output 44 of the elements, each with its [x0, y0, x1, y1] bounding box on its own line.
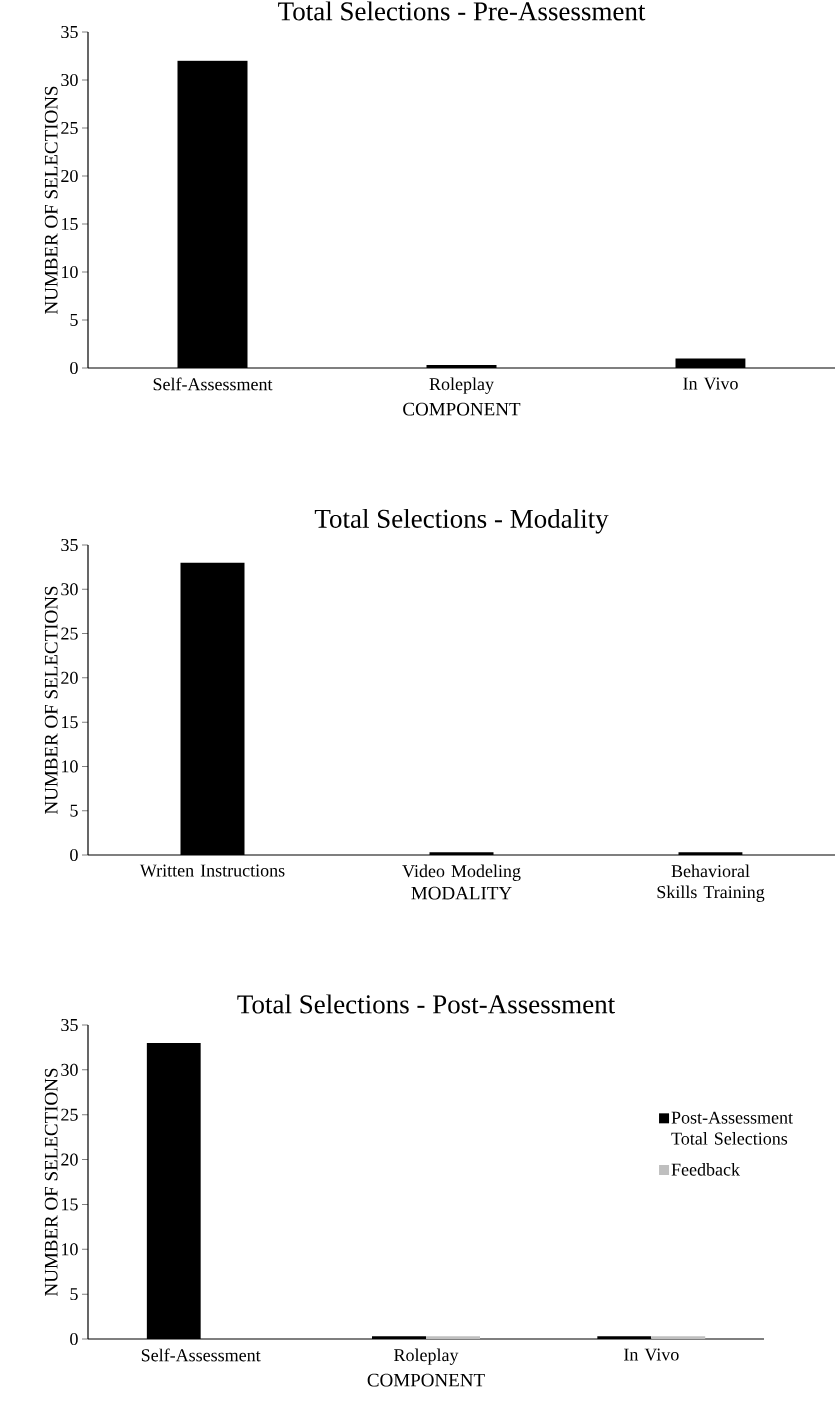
x-tick-label: Self-Assessment: [141, 1348, 261, 1362]
x-tick-label: Roleplay: [429, 377, 494, 394]
y-tick-label: 20: [61, 671, 78, 684]
y-tick-label: 30: [61, 73, 78, 87]
y-axis-title: NUMBER OF SELECTIONS: [44, 1068, 58, 1296]
x-axis-title: COMPONENT: [367, 1373, 485, 1387]
legend-label: Feedback: [671, 1163, 741, 1176]
x-tick-label: In Vivo: [624, 1348, 679, 1361]
y-tick-label: 25: [61, 1108, 78, 1121]
x-tick-label: Behavioral Skills Training: [657, 864, 765, 902]
y-tick-label: 15: [62, 716, 78, 729]
x-tick-label: Video Modeling: [402, 864, 521, 881]
y-tick-label: 10: [62, 760, 78, 773]
chart-title: Total Selections - Post-Assessment: [237, 994, 616, 1014]
chart-title: Total Selections - Pre-Assessment: [278, 1, 646, 21]
y-tick-label: 20: [61, 1153, 78, 1166]
x-tick-label: Written Instructions: [139, 864, 285, 877]
chart-title: Total Selections - Modality: [314, 508, 609, 534]
y-tick-label: 35: [61, 538, 78, 552]
y-tick-label: 30: [61, 1063, 78, 1076]
x-tick-label: Roleplay: [394, 1348, 459, 1365]
x-tick-label: In Vivo: [683, 377, 738, 390]
y-tick-label: 15: [62, 217, 78, 231]
y-tick-label: 5: [70, 804, 78, 817]
y-tick-label: 30: [61, 583, 78, 596]
x-axis-title: COMPONENT: [403, 402, 521, 416]
y-axis-title: NUMBER OF SELECTIONS: [44, 86, 58, 314]
y-tick-label: 5: [70, 314, 78, 326]
y-tick-label: 35: [61, 25, 78, 39]
y-tick-label: 10: [62, 265, 78, 279]
y-tick-label: 25: [61, 121, 78, 135]
y-tick-label: 25: [61, 627, 78, 640]
y-tick-label: 15: [62, 1198, 78, 1211]
x-tick-label: Self-Assessment: [153, 377, 273, 391]
y-tick-label: 0: [70, 848, 78, 862]
y-tick-label: 20: [61, 169, 78, 183]
y-tick-label: 0: [70, 361, 78, 375]
y-tick-label: 10: [62, 1243, 78, 1256]
y-tick-label: 35: [61, 1018, 78, 1032]
y-tick-label: 0: [70, 1332, 78, 1346]
y-tick-label: 5: [70, 1288, 78, 1301]
y-axis-title: NUMBER OF SELECTIONS: [44, 586, 58, 814]
legend-label: Post-Assessment Total Selections: [671, 1111, 793, 1145]
x-axis-title: MODALITY: [411, 886, 512, 900]
